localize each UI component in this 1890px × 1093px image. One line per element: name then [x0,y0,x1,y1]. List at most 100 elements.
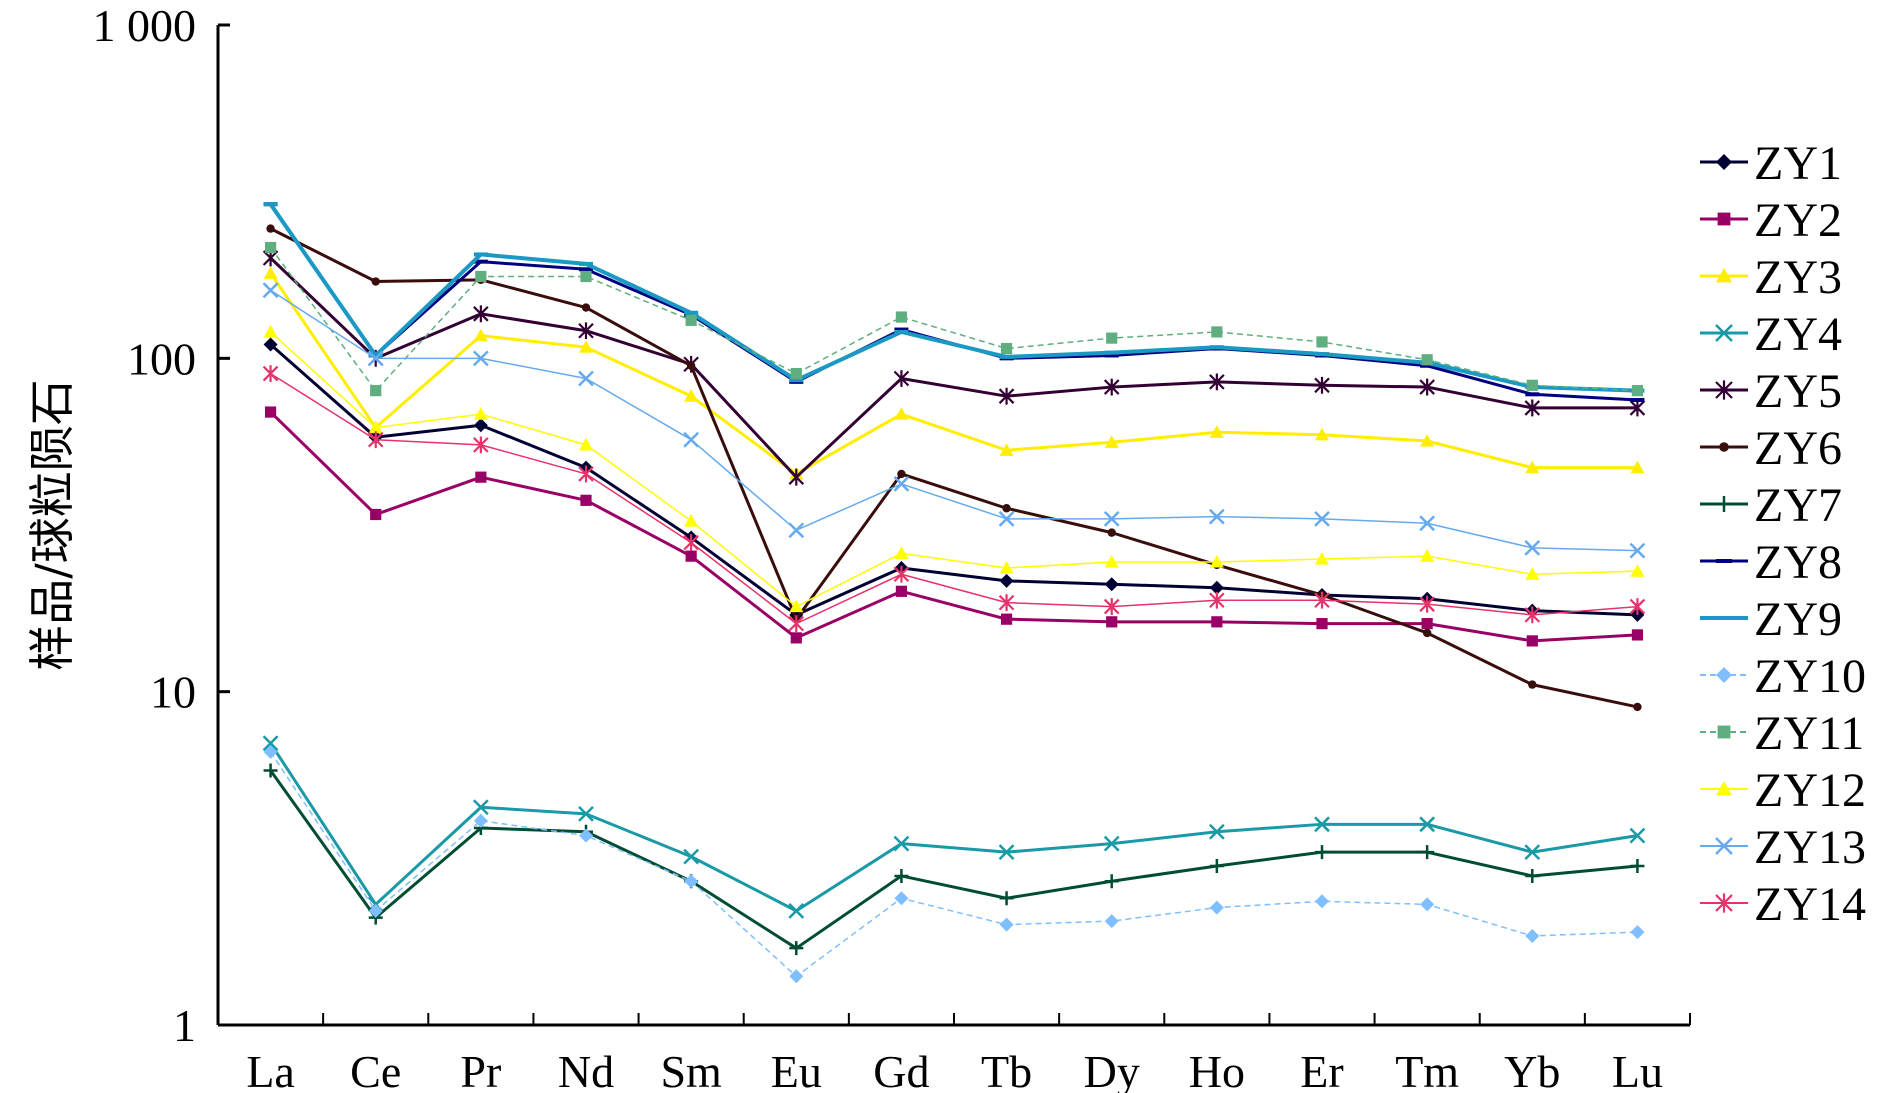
data-point-zy2 [580,494,592,506]
legend-item-zy1: ZY1 [1700,137,1842,190]
data-point-zy14 [1629,598,1646,615]
data-point-zy14 [788,615,805,633]
y-tick-label: 10 [150,667,196,718]
data-point-zy6 [1422,628,1432,638]
data-point-zy4 [683,848,700,865]
series-zy12 [263,324,1645,613]
data-point-zy1 [473,418,488,433]
legend-item-zy6: ZY6 [1700,422,1842,475]
y-tick-label: 100 [127,333,196,384]
data-point-zy4 [262,735,279,752]
series-line-zy1 [269,343,1638,617]
legend-item-zy11: ZY11 [1700,707,1864,760]
data-point-zy14 [1314,591,1330,609]
data-point-zy7 [1104,874,1119,889]
data-point-zy3 [1315,427,1329,441]
data-point-zy10 [684,874,699,889]
data-point-zy1 [1104,577,1119,592]
data-point-zy11 [370,385,382,397]
legend-marker [1715,893,1733,913]
data-point-zy14 [1209,591,1225,609]
data-point-zy7 [263,763,278,778]
data-point-zy2 [790,632,802,644]
legend-marker [1716,154,1732,170]
data-point-zy14 [578,465,594,483]
y-tick-label: 1 [173,1000,196,1051]
chart-axes [216,25,1690,1027]
x-tick-label: Gd [873,1046,929,1093]
series-line-zy6 [269,227,1638,709]
data-point-zy12 [263,324,278,338]
x-tick-label: Pr [460,1046,501,1093]
data-point-zy11 [1316,336,1328,348]
data-point-zy2 [1631,629,1644,641]
data-point-zy10 [1104,914,1119,929]
series-line-zy9 [268,203,1638,393]
data-point-zy5 [1103,378,1120,396]
data-point-zy2 [685,550,697,562]
data-point-zy4 [472,799,489,816]
data-point-zy12 [368,420,383,434]
data-point-zy11 [475,270,487,283]
data-point-zy3 [579,340,593,353]
data-point-zy12 [1315,552,1329,565]
data-point-zy13 [472,350,489,367]
data-point-zy5 [1629,399,1646,417]
data-point-zy5 [578,322,594,340]
data-point-zy5 [1209,373,1225,391]
data-point-zy4 [1103,835,1120,852]
legend-label: ZY14 [1754,878,1866,931]
data-point-zy14 [998,594,1015,612]
legend-item-zy8: ZY8 [1700,536,1842,589]
series-line-zy12 [270,331,1638,608]
series-line-zy5 [269,256,1638,479]
x-tick-label: Dy [1084,1046,1140,1093]
data-point-zy5 [788,468,805,486]
data-point-zy4 [788,902,805,919]
data-point-zy11 [1000,342,1013,355]
data-point-zy10 [1525,928,1540,943]
data-point-zy12 [684,514,699,527]
x-axis-ticks: La Ce Pr Nd Sm Eu Gd Tb Dy Ho Er Tm Yb Lu [217,1013,1691,1093]
data-point-zy7 [1315,845,1329,860]
x-tick-label: Eu [771,1046,822,1093]
data-point-zy5 [1314,376,1330,394]
legend-marker [1716,496,1732,512]
data-point-zy3 [999,443,1014,456]
legend-marker [1716,667,1732,683]
legend-marker [1717,212,1731,226]
data-point-zy12 [1209,554,1224,568]
data-point-zy11 [790,367,802,380]
data-point-zy6 [1107,528,1116,537]
legend-label: ZY10 [1754,650,1866,703]
series-line-zy11 [269,247,1638,392]
legend-label: ZY11 [1754,707,1864,760]
data-point-zy7 [894,868,909,883]
data-point-zy4 [893,835,910,852]
data-point-zy10 [999,917,1014,932]
data-point-zy12 [579,437,593,451]
data-point-zy7 [789,941,804,956]
data-point-zy2 [1316,618,1328,630]
data-point-zy2 [264,406,277,418]
series-zy7 [263,763,1645,956]
data-point-zy12 [473,407,488,420]
data-point-zy13 [1419,515,1436,532]
data-point-zy7 [1630,858,1645,873]
legend-marker [1715,837,1733,855]
data-point-zy14 [683,534,699,552]
data-point-zy3 [684,389,699,402]
series-zy2 [264,406,1644,647]
series-line-zy2 [269,410,1638,643]
legend-item-zy4: ZY4 [1700,308,1842,361]
data-point-zy13 [1103,510,1120,527]
data-point-zy3 [1630,460,1645,474]
data-point-zy10 [1630,925,1645,940]
data-point-zy11 [1211,326,1223,338]
data-point-zy10 [789,969,804,984]
series-line-zy7 [269,769,1638,950]
data-point-zy4 [578,805,594,822]
x-tick-label: Ho [1189,1046,1245,1093]
data-point-zy13 [998,510,1015,527]
